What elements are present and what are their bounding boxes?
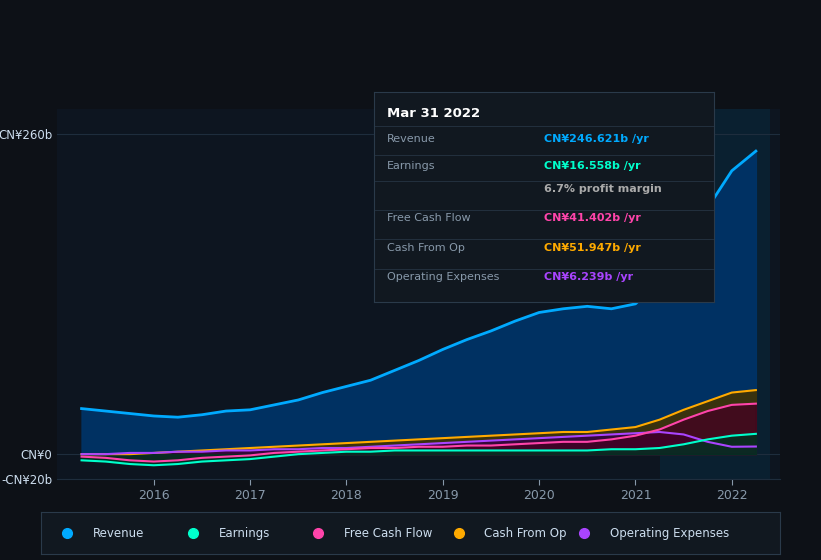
Text: 6.7% profit margin: 6.7% profit margin [544, 184, 662, 194]
Text: Mar 31 2022: Mar 31 2022 [388, 107, 480, 120]
Text: Revenue: Revenue [388, 134, 436, 143]
Text: CN¥6.239b /yr: CN¥6.239b /yr [544, 272, 633, 282]
Text: Operating Expenses: Operating Expenses [610, 527, 729, 540]
Text: CN¥51.947b /yr: CN¥51.947b /yr [544, 243, 640, 253]
Text: Cash From Op: Cash From Op [484, 527, 566, 540]
Text: CN¥41.402b /yr: CN¥41.402b /yr [544, 213, 640, 223]
Bar [659, 109, 770, 479]
Text: Free Cash Flow: Free Cash Flow [388, 213, 470, 223]
Text: CN¥16.558b /yr: CN¥16.558b /yr [544, 161, 640, 171]
Text: Free Cash Flow: Free Cash Flow [344, 527, 433, 540]
Text: Revenue: Revenue [93, 527, 144, 540]
Text: Earnings: Earnings [218, 527, 270, 540]
Text: Operating Expenses: Operating Expenses [388, 272, 499, 282]
Text: Earnings: Earnings [388, 161, 436, 171]
Text: CN¥246.621b /yr: CN¥246.621b /yr [544, 134, 649, 143]
Text: Cash From Op: Cash From Op [388, 243, 465, 253]
